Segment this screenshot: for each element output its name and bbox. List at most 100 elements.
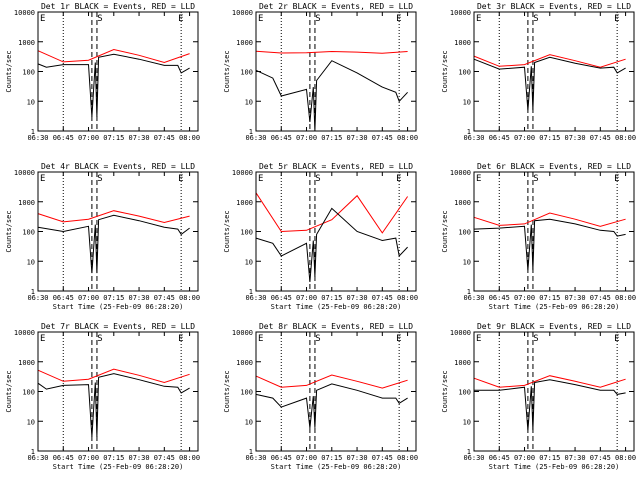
x-tick-label: 06:30 bbox=[463, 294, 484, 302]
y-tick-label: 10 bbox=[27, 98, 35, 106]
chart-title: Det 3r BLACK = Events, RED = LLD bbox=[477, 2, 631, 11]
y-tick-label: 10000 bbox=[14, 169, 35, 177]
x-tick-label: 07:30 bbox=[565, 454, 586, 462]
chart-title: Det 4r BLACK = Events, RED = LLD bbox=[41, 162, 195, 171]
y-tick-label: 1000 bbox=[236, 359, 253, 367]
y-tick-label: 100 bbox=[458, 389, 471, 397]
x-tick-label: 06:30 bbox=[463, 134, 484, 142]
x-tick-label: 06:30 bbox=[27, 134, 48, 142]
x-tick-label: 08:00 bbox=[615, 134, 636, 142]
x-tick-label: 07:45 bbox=[372, 454, 393, 462]
y-tick-label: 100 bbox=[240, 69, 253, 77]
y-tick-label: 100 bbox=[22, 229, 35, 237]
event-marker-label: E bbox=[614, 174, 619, 184]
event-marker-label: E bbox=[258, 334, 263, 344]
x-tick-label: 07:45 bbox=[590, 294, 611, 302]
y-tick-label: 1 bbox=[31, 448, 35, 456]
y-axis-label: Counts/sec bbox=[441, 50, 449, 92]
chart-panel: Det 3r BLACK = Events, RED = LLD Counts/s… bbox=[441, 2, 636, 142]
x-tick-label: 07:15 bbox=[321, 134, 342, 142]
events-series-line bbox=[255, 60, 408, 132]
chart-title: Det 9r BLACK = Events, RED = LLD bbox=[477, 322, 631, 331]
event-marker-label: S bbox=[315, 14, 320, 24]
y-tick-label: 100 bbox=[240, 229, 253, 237]
chart-panel: Det 6r BLACK = Events, RED = LLD Counts/s… bbox=[441, 162, 636, 311]
x-tick-label: 08:00 bbox=[179, 134, 200, 142]
x-tick-label: 07:45 bbox=[154, 294, 175, 302]
lld-series-line bbox=[255, 50, 408, 54]
y-tick-label: 1000 bbox=[236, 39, 253, 47]
event-marker-label: E bbox=[178, 174, 183, 184]
x-tick-label: 08:00 bbox=[615, 454, 636, 462]
x-tick-label: 07:15 bbox=[321, 454, 342, 462]
events-series-line bbox=[255, 207, 408, 283]
y-tick-label: 10000 bbox=[450, 169, 471, 177]
lld-series-line bbox=[37, 368, 190, 384]
y-tick-label: 1 bbox=[249, 288, 253, 296]
event-marker-label: S bbox=[533, 174, 538, 184]
chart-panel: Det 1r BLACK = Events, RED = LLD Counts/s… bbox=[5, 2, 200, 142]
x-tick-label: 06:45 bbox=[489, 294, 510, 302]
event-marker-label: S bbox=[97, 174, 102, 184]
plot-frame bbox=[255, 11, 417, 132]
y-axis-label: Counts/sec bbox=[5, 370, 13, 412]
event-marker-label: S bbox=[97, 334, 102, 344]
y-tick-label: 1 bbox=[467, 288, 471, 296]
event-marker-label: E bbox=[178, 334, 183, 344]
x-tick-label: 06:45 bbox=[53, 134, 74, 142]
x-tick-label: 07:15 bbox=[103, 454, 124, 462]
x-tick-label: 07:45 bbox=[590, 134, 611, 142]
x-tick-label: 06:30 bbox=[27, 454, 48, 462]
chart-panel: Det 8r BLACK = Events, RED = LLD Counts/s… bbox=[223, 322, 418, 471]
plot-frame bbox=[255, 331, 417, 452]
x-tick-label: 06:30 bbox=[245, 454, 266, 462]
y-tick-label: 1 bbox=[249, 448, 253, 456]
y-tick-label: 1 bbox=[467, 128, 471, 136]
x-tick-label: 08:00 bbox=[397, 454, 418, 462]
x-tick-label: 07:30 bbox=[347, 134, 368, 142]
event-marker-label: S bbox=[533, 14, 538, 24]
event-marker-label: E bbox=[396, 14, 401, 24]
x-tick-label: 07:30 bbox=[129, 454, 150, 462]
event-marker-label: S bbox=[315, 334, 320, 344]
x-tick-label: 07:15 bbox=[539, 134, 560, 142]
y-axis-label: Counts/sec bbox=[441, 370, 449, 412]
x-tick-label: 06:45 bbox=[271, 134, 292, 142]
y-tick-label: 10 bbox=[245, 418, 253, 426]
event-marker-label: E bbox=[476, 174, 481, 184]
x-tick-label: 08:00 bbox=[397, 134, 418, 142]
events-series-line bbox=[474, 379, 626, 431]
y-tick-label: 10000 bbox=[450, 329, 471, 337]
x-tick-label: 06:30 bbox=[245, 134, 266, 142]
y-tick-label: 10 bbox=[463, 258, 471, 266]
x-tick-label: 07:00 bbox=[78, 134, 99, 142]
y-tick-label: 1000 bbox=[454, 39, 471, 47]
chart-panel: Det 7r BLACK = Events, RED = LLD Counts/s… bbox=[5, 322, 200, 471]
y-tick-label: 10000 bbox=[232, 9, 253, 17]
events-series-line bbox=[473, 218, 626, 271]
chart-panel: Det 5r BLACK = Events, RED = LLD Counts/s… bbox=[223, 162, 418, 311]
chart-panel: Det 9r BLACK = Events, RED = LLD Counts/s… bbox=[441, 322, 636, 471]
lld-series-line bbox=[255, 192, 409, 234]
lld-series-line bbox=[37, 210, 190, 224]
chart-title: Det 1r BLACK = Events, RED = LLD bbox=[41, 2, 195, 11]
event-marker-label: E bbox=[40, 334, 45, 344]
x-tick-label: 06:45 bbox=[271, 454, 292, 462]
x-tick-label: 06:30 bbox=[27, 294, 48, 302]
event-marker-label: E bbox=[258, 14, 263, 24]
x-axis-label: Start Time (25-Feb-09 06:28:20) bbox=[271, 303, 402, 311]
plot-frame bbox=[473, 11, 635, 132]
x-tick-label: 08:00 bbox=[615, 294, 636, 302]
y-tick-label: 10 bbox=[463, 418, 471, 426]
x-tick-label: 06:30 bbox=[463, 454, 484, 462]
event-marker-label: S bbox=[97, 14, 102, 24]
x-tick-label: 06:45 bbox=[53, 454, 74, 462]
x-tick-label: 06:30 bbox=[245, 294, 266, 302]
lld-series-line bbox=[473, 375, 626, 388]
y-tick-label: 10000 bbox=[232, 169, 253, 177]
x-tick-label: 06:45 bbox=[271, 294, 292, 302]
y-axis-label: Counts/sec bbox=[223, 210, 231, 252]
y-axis-label: Counts/sec bbox=[5, 50, 13, 92]
x-tick-label: 07:30 bbox=[129, 134, 150, 142]
